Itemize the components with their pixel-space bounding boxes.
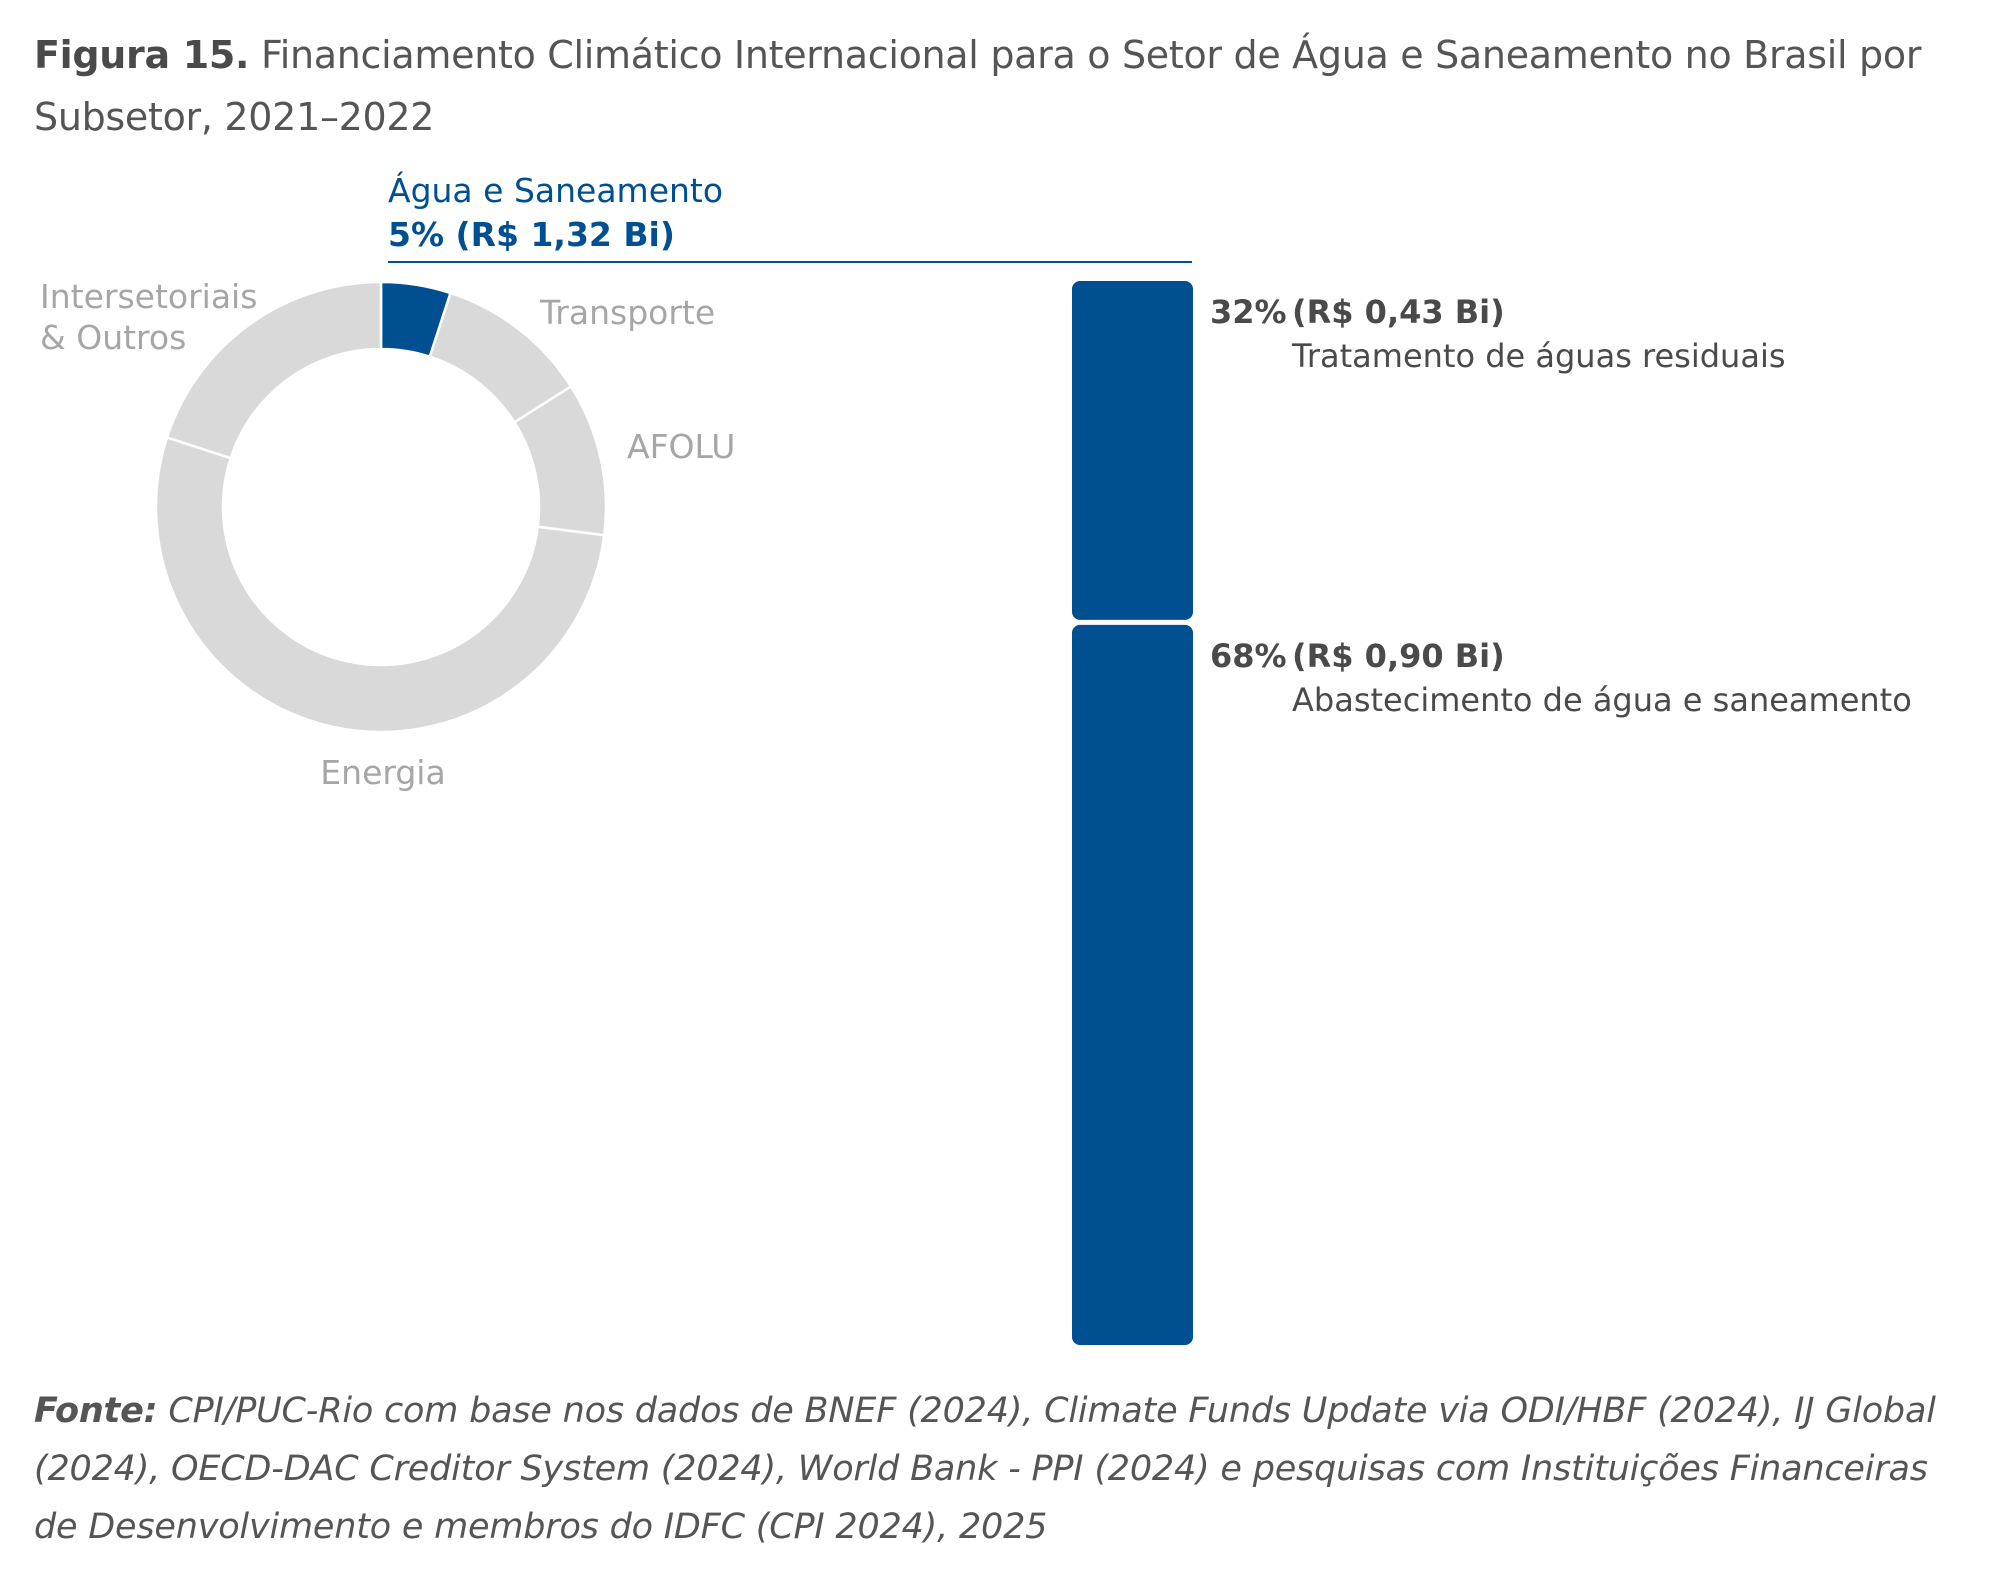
bar-label-1: Tratamento de águas residuais	[1291, 337, 1786, 375]
bar-percent-2: 68%	[1210, 637, 1287, 675]
figure-label: Figura 15.	[34, 33, 250, 77]
source-note: Fonte: CPI/PUC-Rio com base nos dados de…	[34, 1382, 1974, 1556]
figure-title-text: Financiamento Climático Internacional pa…	[34, 33, 1922, 139]
label-outros: & Outros	[40, 318, 186, 357]
figure-title: Figura 15. Financiamento Climático Inter…	[34, 24, 1954, 148]
label-agua-e-saneamento: Água e Saneamento	[388, 170, 723, 210]
bar-segment-abastecimento-de-agua-e-saneamento	[1072, 624, 1193, 1345]
source-text: CPI/PUC-Rio com base nos dados de BNEF (…	[34, 1391, 1936, 1547]
chart-canvas: Água e Saneamento 5% (R$ 1,32 Bi) Transpor…	[40, 170, 1912, 1345]
label-transporte: Transporte	[539, 293, 715, 332]
donut-slice-intersetoriais-outros	[165, 280, 383, 460]
bar-segment-tratamento-de-aguas-residuais	[1072, 281, 1193, 620]
donut-slice-energia	[154, 435, 606, 734]
source-label: Fonte:	[34, 1391, 158, 1431]
bar-amount-2: (R$ 0,90 Bi)	[1292, 637, 1505, 675]
label-afolu: AFOLU	[627, 427, 735, 466]
bar-label-2: Abastecimento de água e saneamento	[1292, 681, 1912, 719]
bar-percent-1: 32%	[1210, 293, 1287, 331]
value-agua-e-saneamento: 5% (R$ 1,32 Bi)	[388, 215, 675, 254]
label-energia: Energia	[320, 753, 445, 792]
bar-amount-1: (R$ 0,43 Bi)	[1292, 293, 1505, 331]
label-intersetoriais: Intersetoriais	[40, 277, 257, 316]
